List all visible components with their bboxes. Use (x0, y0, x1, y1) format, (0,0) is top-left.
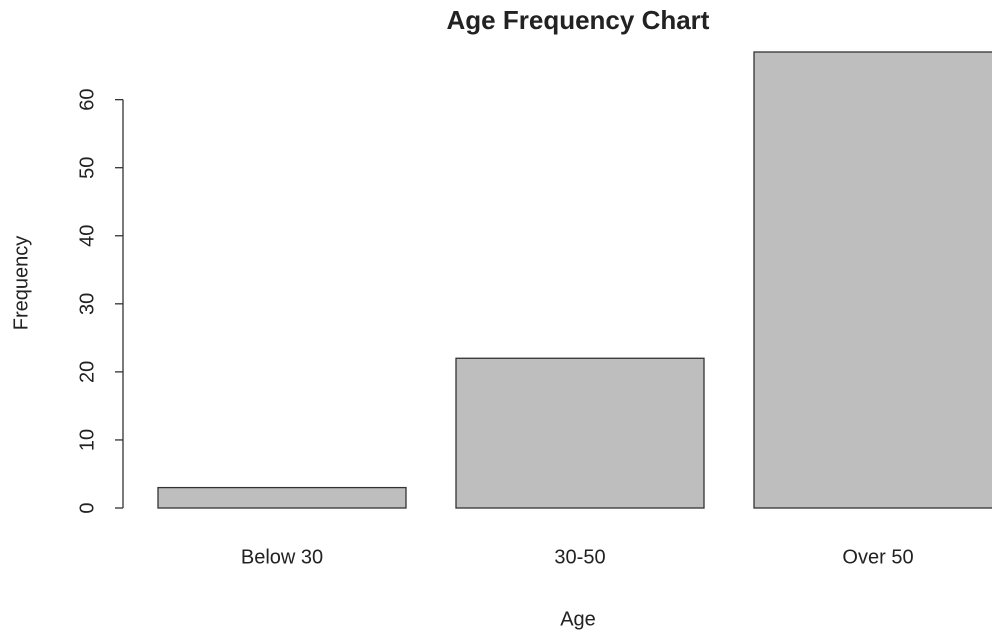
y-axis-label: Frequency (10, 236, 32, 331)
x-tick-label: Below 30 (241, 546, 323, 568)
y-tick-label: 20 (76, 361, 98, 383)
x-tick-label: Over 50 (842, 546, 913, 568)
y-tick-label: 30 (76, 293, 98, 315)
y-tick-label: 40 (76, 225, 98, 247)
bar (753, 51, 992, 509)
y-tick-label: 10 (76, 429, 98, 451)
chart-title: Age Frequency Chart (447, 5, 710, 35)
x-axis-label: Age (560, 608, 596, 630)
y-tick-label: 0 (76, 502, 98, 513)
y-tick-label: 60 (76, 89, 98, 111)
bar (157, 486, 407, 509)
y-tick-label: 50 (76, 157, 98, 179)
bar (455, 357, 705, 509)
x-tick-label: 30-50 (554, 546, 605, 568)
